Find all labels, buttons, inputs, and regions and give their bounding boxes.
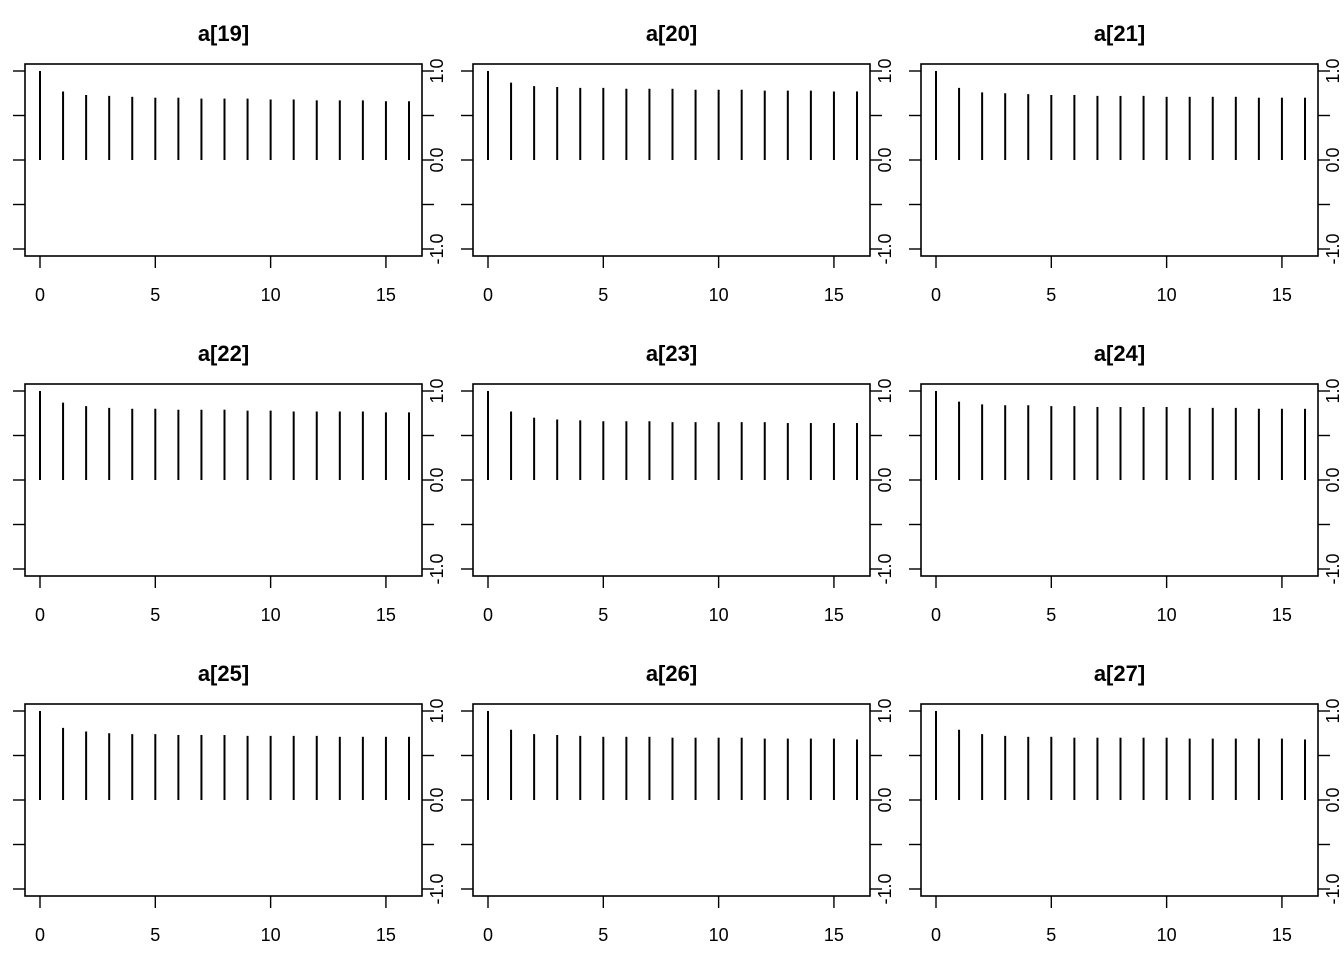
x-tick-label: 15 — [824, 925, 844, 945]
acf-panel: a[25] -1.0 0.0 1.0 0 5 10 15 — [13, 661, 447, 945]
panel-title: a[20] — [646, 21, 697, 46]
y-tick-label: 1.0 — [1323, 698, 1343, 723]
x-tick-label: 10 — [1157, 925, 1177, 945]
y-tick-label: 1.0 — [1323, 378, 1343, 403]
x-tick-label: 10 — [709, 605, 729, 625]
y-tick-label: -1.0 — [427, 553, 447, 584]
panel-title: a[24] — [1094, 341, 1145, 366]
y-tick-label: -1.0 — [427, 233, 447, 264]
y-tick-label: -1.0 — [1323, 233, 1343, 264]
acf-panel: a[22] -1.0 0.0 1.0 0 5 10 15 — [13, 341, 447, 625]
x-tick-label: 5 — [150, 605, 160, 625]
x-tick-label: 0 — [931, 925, 941, 945]
panel-title: a[22] — [198, 341, 249, 366]
acf-panel: a[20] -1.0 0.0 1.0 0 5 10 15 — [461, 21, 895, 305]
y-tick-label: -1.0 — [875, 553, 895, 584]
x-tick-label: 10 — [709, 925, 729, 945]
x-tick-label: 0 — [35, 285, 45, 305]
acf-panel: a[27] -1.0 0.0 1.0 0 5 10 15 — [909, 661, 1343, 945]
x-tick-label: 5 — [598, 925, 608, 945]
y-tick-label: 0.0 — [427, 147, 447, 172]
x-tick-label: 10 — [709, 285, 729, 305]
panel-title: a[21] — [1094, 21, 1145, 46]
x-tick-label: 0 — [35, 605, 45, 625]
x-tick-label: 15 — [824, 285, 844, 305]
x-tick-label: 15 — [824, 605, 844, 625]
x-tick-label: 5 — [150, 285, 160, 305]
x-tick-label: 10 — [1157, 605, 1177, 625]
y-tick-label: 1.0 — [875, 378, 895, 403]
y-tick-label: -1.0 — [1323, 553, 1343, 584]
panel-title: a[27] — [1094, 661, 1145, 686]
x-tick-label: 15 — [1272, 925, 1292, 945]
y-tick-label: 1.0 — [875, 58, 895, 83]
y-tick-label: 0.0 — [427, 787, 447, 812]
acf-panel: a[23] -1.0 0.0 1.0 0 5 10 15 — [461, 341, 895, 625]
x-tick-label: 15 — [376, 605, 396, 625]
x-tick-label: 5 — [598, 285, 608, 305]
y-tick-label: 0.0 — [1323, 787, 1343, 812]
x-tick-label: 5 — [598, 605, 608, 625]
x-tick-label: 0 — [483, 925, 493, 945]
x-tick-label: 0 — [931, 605, 941, 625]
x-tick-label: 0 — [483, 605, 493, 625]
x-tick-label: 0 — [35, 925, 45, 945]
y-tick-label: -1.0 — [1323, 873, 1343, 904]
y-tick-label: 1.0 — [1323, 58, 1343, 83]
panel-title: a[26] — [646, 661, 697, 686]
y-tick-label: 0.0 — [1323, 467, 1343, 492]
x-tick-label: 10 — [261, 925, 281, 945]
y-tick-label: 0.0 — [875, 467, 895, 492]
y-tick-label: 0.0 — [427, 467, 447, 492]
y-tick-label: 1.0 — [427, 58, 447, 83]
x-tick-label: 5 — [1046, 925, 1056, 945]
x-tick-label: 15 — [376, 925, 396, 945]
x-tick-label: 10 — [261, 285, 281, 305]
acf-panel: a[24] -1.0 0.0 1.0 0 5 10 15 — [909, 341, 1343, 625]
y-tick-label: -1.0 — [875, 233, 895, 264]
x-tick-label: 15 — [376, 285, 396, 305]
y-tick-label: 1.0 — [427, 698, 447, 723]
panel-title: a[19] — [198, 21, 249, 46]
x-tick-label: 15 — [1272, 285, 1292, 305]
y-tick-label: -1.0 — [875, 873, 895, 904]
x-tick-label: 5 — [1046, 605, 1056, 625]
acf-panel: a[26] -1.0 0.0 1.0 0 5 10 15 — [461, 661, 895, 945]
x-tick-label: 0 — [483, 285, 493, 305]
panel-title: a[25] — [198, 661, 249, 686]
x-tick-label: 0 — [931, 285, 941, 305]
x-tick-label: 5 — [150, 925, 160, 945]
acf-panel: a[21] -1.0 0.0 1.0 0 5 10 15 — [909, 21, 1343, 305]
y-tick-label: 0.0 — [1323, 147, 1343, 172]
y-tick-label: 1.0 — [875, 698, 895, 723]
y-tick-label: 0.0 — [875, 787, 895, 812]
x-tick-label: 10 — [1157, 285, 1177, 305]
y-tick-label: 1.0 — [427, 378, 447, 403]
acf-panel: a[19] -1.0 0.0 1.0 0 5 10 15 — [13, 21, 447, 305]
y-tick-label: 0.0 — [875, 147, 895, 172]
x-tick-label: 15 — [1272, 605, 1292, 625]
y-tick-label: -1.0 — [427, 873, 447, 904]
panel-title: a[23] — [646, 341, 697, 366]
x-tick-label: 10 — [261, 605, 281, 625]
x-tick-label: 5 — [1046, 285, 1056, 305]
